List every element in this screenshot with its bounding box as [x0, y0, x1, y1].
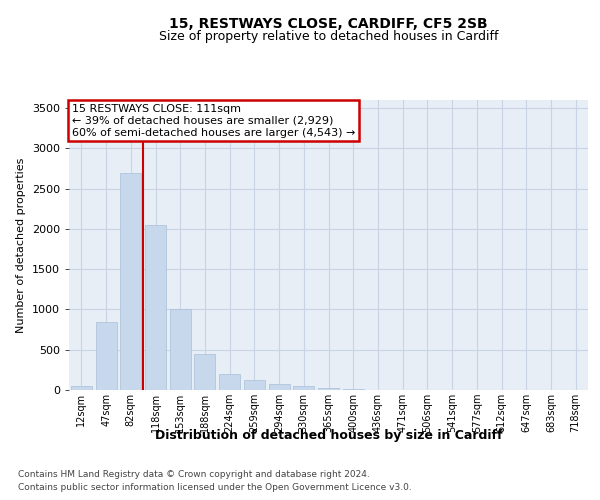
Bar — [219, 374, 240, 390]
Text: 15, RESTWAYS CLOSE, CARDIFF, CF5 2SB: 15, RESTWAYS CLOSE, CARDIFF, CF5 2SB — [169, 18, 488, 32]
Bar — [343, 389, 364, 390]
Bar — [170, 310, 191, 390]
Text: Contains HM Land Registry data © Crown copyright and database right 2024.: Contains HM Land Registry data © Crown c… — [18, 470, 370, 479]
Bar — [95, 322, 116, 390]
Text: 15 RESTWAYS CLOSE: 111sqm
← 39% of detached houses are smaller (2,929)
60% of se: 15 RESTWAYS CLOSE: 111sqm ← 39% of detac… — [71, 104, 355, 138]
Bar — [194, 354, 215, 390]
Bar — [145, 225, 166, 390]
Bar — [318, 388, 339, 390]
Bar — [244, 380, 265, 390]
Bar — [120, 172, 141, 390]
Bar — [269, 384, 290, 390]
Bar — [71, 386, 92, 390]
Bar — [293, 386, 314, 390]
Text: Size of property relative to detached houses in Cardiff: Size of property relative to detached ho… — [159, 30, 499, 43]
Text: Contains public sector information licensed under the Open Government Licence v3: Contains public sector information licen… — [18, 482, 412, 492]
Y-axis label: Number of detached properties: Number of detached properties — [16, 158, 26, 332]
Text: Distribution of detached houses by size in Cardiff: Distribution of detached houses by size … — [155, 428, 503, 442]
